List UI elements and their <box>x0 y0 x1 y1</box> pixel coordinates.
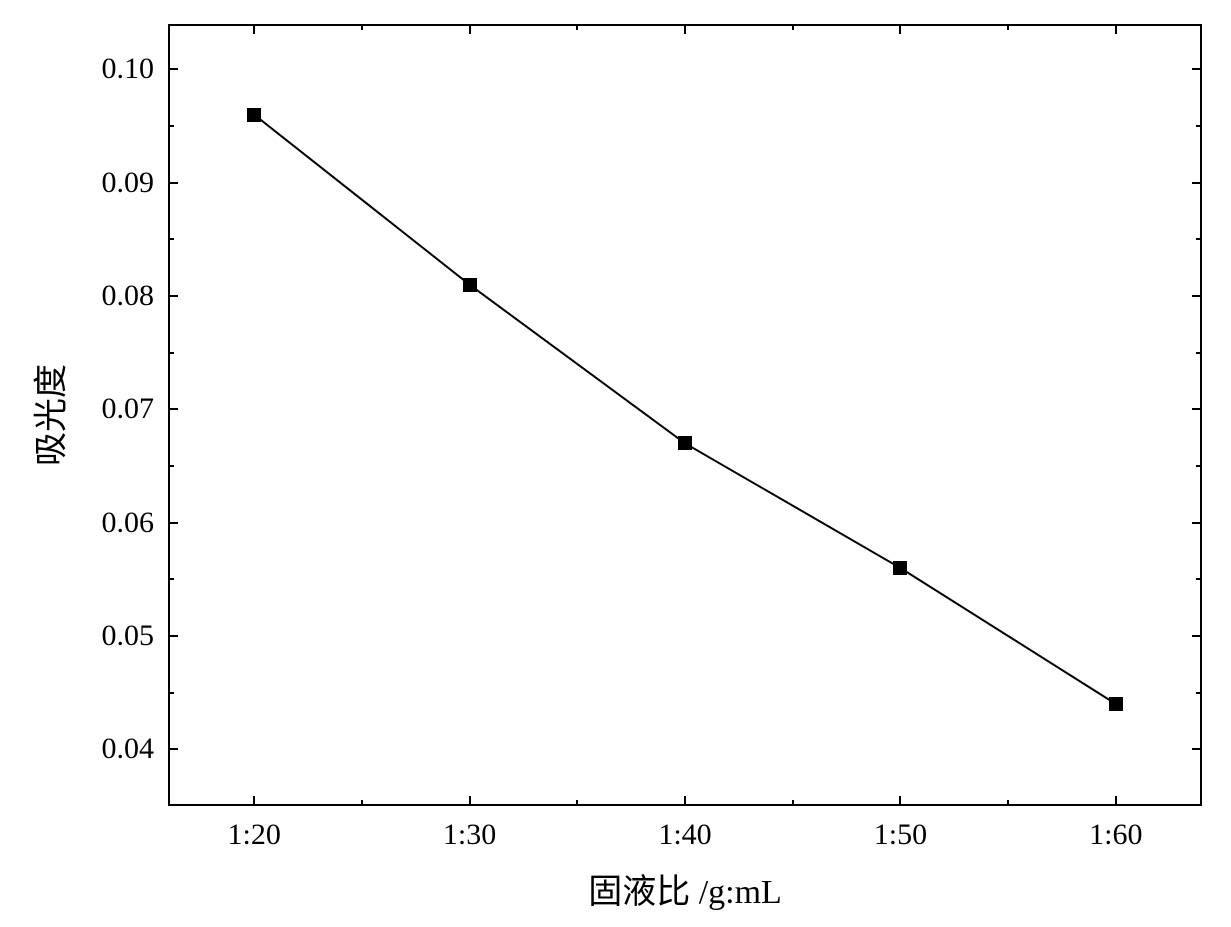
x-tick-major <box>253 796 255 806</box>
y-tick-minor <box>168 125 174 127</box>
y-tick-label: 0.10 <box>102 52 155 86</box>
y-tick-major <box>168 522 178 524</box>
y-tick-major-right <box>1192 522 1202 524</box>
y-tick-minor <box>168 578 174 580</box>
y-tick-label: 0.05 <box>102 619 155 653</box>
x-tick-label: 1:60 <box>1089 818 1142 852</box>
chart-container: 1:20 1:30 1:40 1:50 1:60 0.04 0.05 0.06 0.07 0.0… <box>0 0 1231 927</box>
y-tick-minor <box>168 692 174 694</box>
y-tick-major-right <box>1192 182 1202 184</box>
data-marker <box>893 561 907 575</box>
x-tick-minor <box>361 800 363 806</box>
y-tick-major <box>168 68 178 70</box>
plot-area <box>168 24 1202 806</box>
y-tick-minor <box>168 352 174 354</box>
x-tick-minor <box>576 800 578 806</box>
x-tick-minor-top <box>1007 24 1009 30</box>
x-tick-major-top <box>1115 24 1117 34</box>
y-tick-minor-right <box>1196 465 1202 467</box>
x-tick-label: 1:40 <box>658 818 711 852</box>
y-tick-major <box>168 748 178 750</box>
x-tick-minor <box>1007 800 1009 806</box>
y-tick-label: 0.08 <box>102 279 155 313</box>
y-tick-label: 0.07 <box>102 392 155 426</box>
y-tick-major-right <box>1192 295 1202 297</box>
data-marker <box>678 436 692 450</box>
y-tick-major-right <box>1192 68 1202 70</box>
x-tick-major-top <box>684 24 686 34</box>
y-tick-label: 0.06 <box>102 506 155 540</box>
x-tick-major <box>684 796 686 806</box>
y-axis-label: 吸光度 <box>24 364 73 466</box>
x-axis-label: 固液比 /g:mL <box>588 864 782 913</box>
data-marker <box>1109 697 1123 711</box>
y-tick-minor-right <box>1196 692 1202 694</box>
x-tick-label: 1:30 <box>443 818 496 852</box>
x-tick-label: 1:20 <box>227 818 280 852</box>
y-tick-minor-right <box>1196 578 1202 580</box>
y-tick-major-right <box>1192 408 1202 410</box>
y-tick-minor <box>168 465 174 467</box>
y-tick-major-right <box>1192 748 1202 750</box>
x-tick-major-top <box>899 24 901 34</box>
y-tick-minor-right <box>1196 125 1202 127</box>
x-tick-minor-top <box>361 24 363 30</box>
x-tick-label: 1:50 <box>874 818 927 852</box>
y-tick-minor-right <box>1196 238 1202 240</box>
y-tick-label: 0.04 <box>102 732 155 766</box>
x-tick-minor-top <box>792 24 794 30</box>
x-tick-minor <box>792 800 794 806</box>
x-tick-major <box>1115 796 1117 806</box>
y-tick-major <box>168 182 178 184</box>
x-tick-major <box>899 796 901 806</box>
x-tick-major <box>469 796 471 806</box>
x-tick-minor-top <box>576 24 578 30</box>
y-tick-major <box>168 408 178 410</box>
data-marker <box>463 278 477 292</box>
x-tick-major-top <box>469 24 471 34</box>
y-tick-minor <box>168 238 174 240</box>
y-tick-major <box>168 635 178 637</box>
y-tick-label: 0.09 <box>102 166 155 200</box>
x-tick-major-top <box>253 24 255 34</box>
y-tick-major-right <box>1192 635 1202 637</box>
y-tick-minor-right <box>1196 352 1202 354</box>
y-tick-major <box>168 295 178 297</box>
data-marker <box>247 108 261 122</box>
